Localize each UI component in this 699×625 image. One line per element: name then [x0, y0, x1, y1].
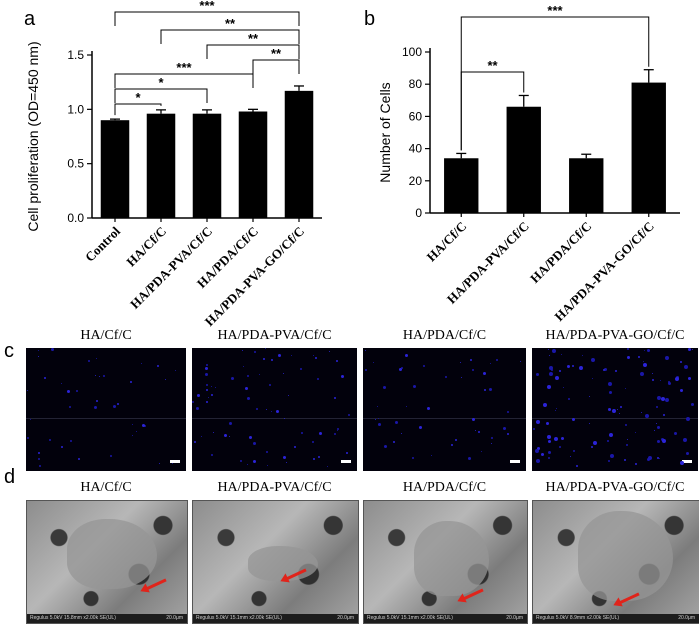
y-tick-label: 1.0: [67, 102, 84, 116]
fluor-title: HA/Cf/C: [80, 328, 132, 343]
panel-label-a: a: [24, 8, 36, 30]
sem-image: Regulus 5.0kV 15.1mm x2.00k SE(UL) 20.0μm: [192, 500, 359, 624]
bar: [444, 158, 479, 213]
bar: [146, 113, 176, 218]
sem-title: HA/Cf/C: [80, 480, 132, 495]
significance-label: ***: [547, 3, 563, 18]
y-tick-label: 0.0: [67, 211, 84, 225]
fluor-title: HA/PDA/Cf/C: [402, 328, 487, 343]
fluorescence-image: [363, 348, 526, 471]
fluor-title: HA/PDA-PVA/Cf/C: [217, 328, 332, 343]
sem-title: HA/PDA-PVA/Cf/C: [217, 480, 332, 495]
significance-label: ***: [199, 0, 215, 13]
bar: [569, 158, 604, 213]
bar: [100, 120, 130, 218]
significance-label: **: [248, 31, 259, 46]
panel-label-d: d: [4, 466, 16, 488]
y-tick-label: 1.5: [67, 48, 84, 62]
bar: [284, 90, 314, 218]
y-axis-label: Number of Cells: [377, 82, 393, 182]
significance-label: *: [158, 75, 164, 90]
y-tick-label: 60: [409, 109, 423, 123]
bar: [192, 113, 222, 218]
fluor-title: HA/PDA-PVA-GO/Cf/C: [545, 328, 685, 343]
x-tick-label: Control: [82, 223, 123, 264]
chart-a: 0.0 0.5 1.0 1.5 Cell proliferation (OD=450 n…: [25, 0, 322, 329]
scale-bar: [682, 460, 692, 463]
panel-label-c: c: [4, 340, 14, 362]
fluorescence-image: [192, 348, 357, 471]
x-tick-label: HA/Cf/C: [123, 224, 169, 270]
significance-bracket: [114, 103, 162, 116]
scale-bar: [341, 460, 351, 463]
scale-bar: [170, 460, 180, 463]
y-tick-label: 100: [402, 45, 422, 59]
x-tick-label: HA/PDA-PVA/Cf/C: [127, 224, 215, 312]
significance-bracket: [114, 88, 208, 103]
y-tick-label: 20: [409, 174, 423, 188]
x-tick-label: HA/PDA/Cf/C: [527, 219, 594, 286]
y-tick-label: 40: [409, 142, 423, 156]
panel-label-b: b: [364, 8, 376, 30]
scale-bar: [510, 460, 520, 463]
significance-bracket: [114, 73, 254, 88]
y-tick-label: 0: [415, 206, 422, 220]
fluorescence-image: [26, 348, 186, 471]
significance-label: *: [135, 90, 141, 105]
significance-bracket: [252, 59, 300, 74]
x-tick-label: HA/Cf/C: [424, 219, 470, 265]
significance-label: ***: [176, 60, 192, 75]
sem-image: Regulus 5.0kV 15.8mm x2.00k SE(UL) 20.0μm: [26, 500, 188, 624]
sem-title: HA/PDA/Cf/C: [402, 480, 487, 495]
significance-bracket: [160, 29, 300, 44]
sem-image: Regulus 5.0kV 8.9mm x2.00k SE(UL) 20.0μm: [532, 500, 699, 624]
significance-label: **: [271, 46, 282, 61]
significance-bracket: [206, 44, 300, 59]
sem-title: HA/PDA-PVA-GO/Cf/C: [545, 480, 685, 495]
significance-bracket: [460, 16, 650, 151]
bar: [238, 111, 268, 218]
significance-bracket: [460, 71, 525, 151]
significance-label: **: [225, 16, 236, 31]
bar: [506, 106, 541, 213]
y-tick-label: 80: [409, 77, 423, 91]
significance-bracket: [114, 11, 300, 26]
y-axis-label: Cell proliferation (OD=450 nm): [25, 41, 41, 231]
chart-b: 0 20 40 60 80 100 Number of Cells HA/Cf/C HA/PDA…: [377, 3, 680, 324]
bar: [631, 82, 666, 213]
significance-label: **: [487, 58, 498, 73]
red-arrow-icon: [145, 578, 167, 591]
sem-image: Regulus 5.0kV 15.1mm x2.00k SE(UL) 20.0μm: [363, 500, 528, 624]
fluorescence-image: [532, 348, 698, 471]
y-tick-label: 0.5: [67, 157, 84, 171]
